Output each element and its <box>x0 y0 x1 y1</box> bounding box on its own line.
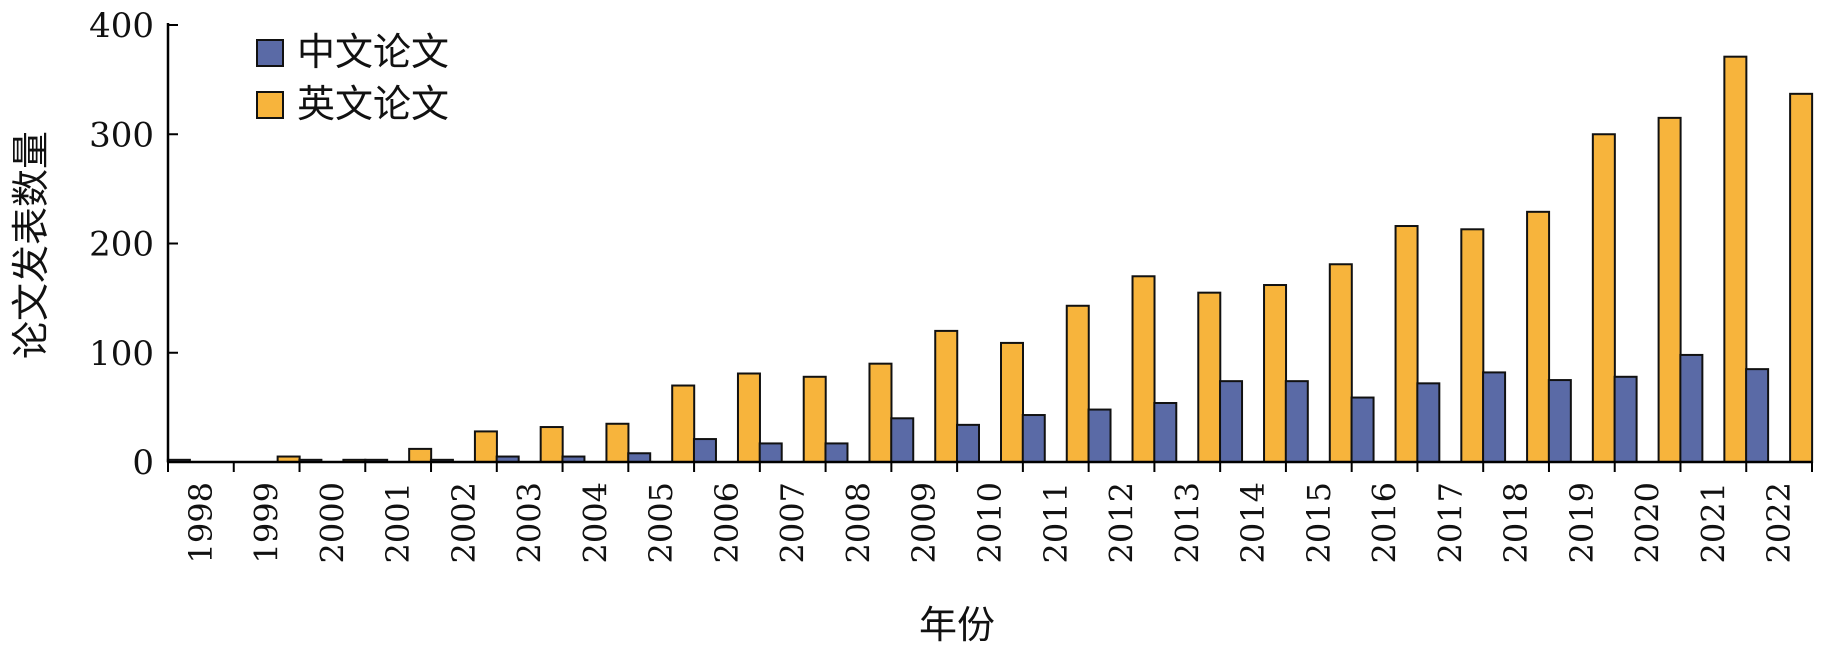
bar-chinese-2021 <box>1679 353 1704 463</box>
legend-swatch-chinese <box>256 39 284 67</box>
x-tick-label: 2008 <box>839 482 877 563</box>
x-tick-label: 1998 <box>182 482 220 563</box>
legend-swatch-english <box>256 91 284 119</box>
bar-english-2008 <box>868 362 893 463</box>
bar-english-2012 <box>1131 275 1156 463</box>
bar-english-2001 <box>408 447 433 464</box>
bar-english-2022 <box>1789 92 1814 463</box>
x-tick-label: 2001 <box>379 482 417 563</box>
bar-english-2009 <box>934 329 959 463</box>
x-tick-label: 2020 <box>1629 482 1667 563</box>
bar-english-2020 <box>1657 116 1682 464</box>
x-tick-label: 2003 <box>511 482 549 563</box>
x-tick-label: 2004 <box>576 482 614 563</box>
bar-chinese-2009 <box>890 417 915 463</box>
legend: 中文论文 英文论文 <box>256 30 449 126</box>
bar-english-2013 <box>1197 291 1222 463</box>
x-tick-label: 2018 <box>1497 482 1535 563</box>
bar-english-2019 <box>1591 133 1616 463</box>
bar-chinese-2005 <box>627 452 652 464</box>
x-tick-label: 2021 <box>1694 482 1732 563</box>
x-tick-label: 2014 <box>1234 482 1272 563</box>
y-tick-label: 400 <box>89 6 154 46</box>
bar-chinese-2010 <box>956 423 980 464</box>
x-tick-label: 2011 <box>1037 482 1075 563</box>
y-tick-label: 100 <box>89 334 154 374</box>
x-tick-label: 2005 <box>642 482 680 563</box>
bar-english-2004 <box>605 422 630 464</box>
bar-chinese-2014 <box>1219 380 1244 463</box>
x-tick-label: 2012 <box>1103 482 1141 563</box>
bar-english-2017 <box>1460 228 1485 463</box>
bar-chinese-2016 <box>1350 396 1375 464</box>
bar-english-2014 <box>1263 284 1288 464</box>
bar-chinese-2008 <box>824 442 849 463</box>
x-tick-label: 2006 <box>708 482 746 563</box>
y-tick-label: 0 <box>132 443 154 483</box>
y-ticks: 0 100 200 300 400 <box>89 6 178 483</box>
bar-chinese-2018 <box>1482 371 1507 464</box>
bar-chinese-2012 <box>1087 408 1112 463</box>
bar-english-2006 <box>736 372 761 464</box>
bar-chinese-2013 <box>1153 402 1178 464</box>
legend-label-chinese: 中文论文 <box>297 30 449 74</box>
bar-chinese-2015 <box>1284 380 1309 463</box>
y-axis-title: 论文发表数量 <box>9 131 53 359</box>
x-tick-label: 2022 <box>1760 482 1798 563</box>
bar-english-2005 <box>671 384 696 463</box>
x-tick-label: 2017 <box>1431 482 1469 563</box>
x-tick-label: 2000 <box>313 482 351 563</box>
x-axis-title: 年份 <box>919 603 995 647</box>
bar-chinese-2019 <box>1547 379 1572 463</box>
x-tick-label: 2015 <box>1300 482 1338 563</box>
bars-layer <box>166 55 1814 464</box>
bar-chinese-2011 <box>1021 414 1046 463</box>
bar-english-2016 <box>1394 225 1419 463</box>
x-ticks: 1998 1999 2000 2001 2002 2003 2004 2005 2006 2007… <box>167 462 1813 563</box>
x-tick-label: 2007 <box>774 482 812 563</box>
y-tick-label: 200 <box>89 225 154 265</box>
x-tick-label: 2002 <box>445 482 483 563</box>
x-tick-label: 1999 <box>248 482 286 563</box>
bar-english-2015 <box>1328 263 1353 463</box>
bar-chinese-2006 <box>692 438 717 463</box>
legend-label-english: 英文论文 <box>297 82 449 126</box>
bar-english-2003 <box>539 426 564 464</box>
x-tick-label: 2009 <box>905 482 943 563</box>
y-tick-label: 300 <box>89 115 154 155</box>
x-tick-label: 2010 <box>971 482 1009 563</box>
bar-chinese-2022 <box>1745 368 1770 464</box>
bar-english-2010 <box>1000 341 1024 464</box>
bar-english-2011 <box>1065 304 1090 463</box>
bar-chinese-2017 <box>1416 382 1441 463</box>
bar-english-2018 <box>1526 210 1551 463</box>
bar-chinese-2007 <box>758 442 783 463</box>
bar-chinese-2020 <box>1613 375 1638 463</box>
bar-english-2021 <box>1723 55 1748 464</box>
x-tick-label: 2013 <box>1168 482 1206 563</box>
x-tick-label: 2016 <box>1366 482 1404 563</box>
x-tick-label: 2019 <box>1563 482 1601 563</box>
bar-english-2002 <box>473 430 498 464</box>
bar-english-2007 <box>802 375 827 463</box>
